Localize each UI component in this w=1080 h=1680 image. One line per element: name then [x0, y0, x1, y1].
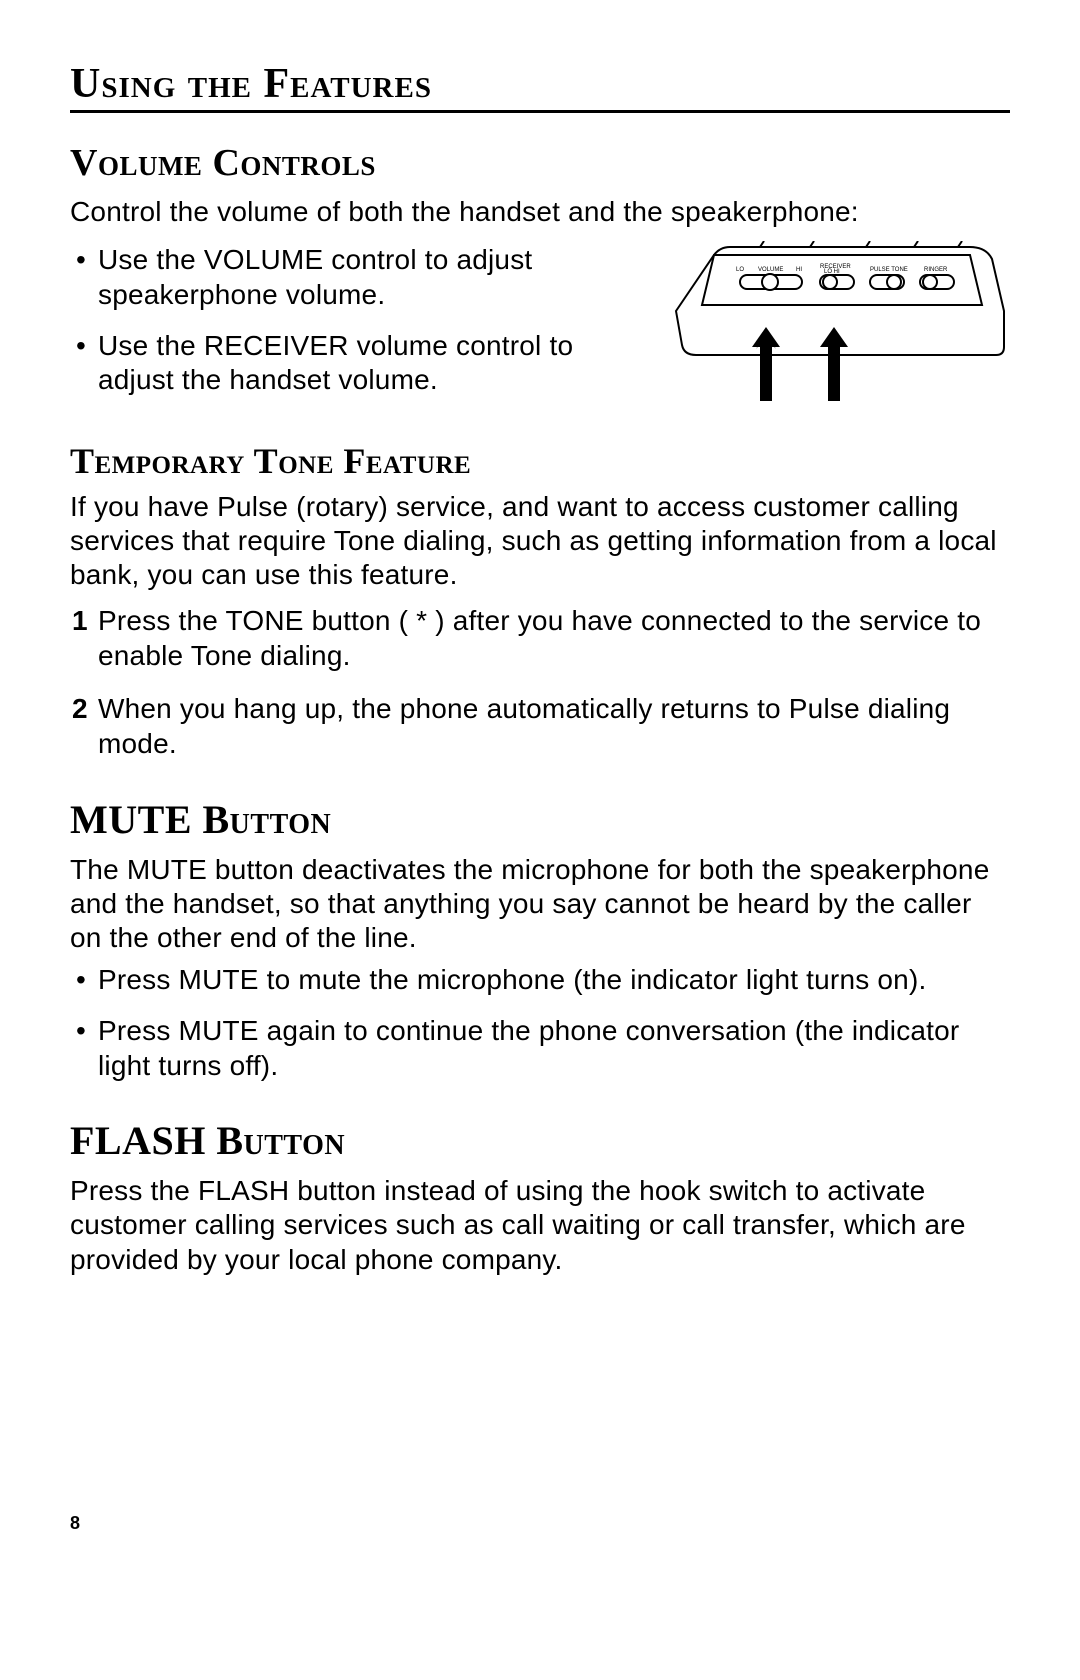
svg-text:LO HI: LO HI [824, 269, 840, 275]
volume-bullet-list: Use the VOLUME control to adjust speaker… [70, 243, 652, 398]
section-heading-volume: Volume Controls [70, 141, 1010, 185]
svg-text:RINGER: RINGER [924, 267, 948, 273]
section-heading-temptone: Temporary Tone Feature [70, 440, 1010, 482]
temptone-step-2: When you hang up, the phone automaticall… [98, 691, 1010, 762]
page-title: Using the Features [70, 60, 1010, 113]
mute-bullet-1: Press MUTE to mute the microphone (the i… [98, 963, 1010, 998]
temptone-step-1: Press the TONE button ( * ) after you ha… [98, 603, 1010, 674]
temptone-steps: Press the TONE button ( * ) after you ha… [70, 603, 1010, 762]
temptone-intro: If you have Pulse (rotary) service, and … [70, 490, 1010, 592]
device-illustration: LO VOLUME HI RECEIVER LO HI PULSE TONE R… [670, 241, 1010, 416]
volume-intro: Control the volume of both the handset a… [70, 195, 1010, 229]
volume-bullet-2: Use the RECEIVER volume control to adjus… [98, 329, 618, 398]
section-heading-flash: FLASH Button [70, 1117, 1010, 1164]
volume-bullets-wrap: Use the VOLUME control to adjust speaker… [70, 237, 652, 414]
manual-page: Using the Features Volume Controls Contr… [0, 0, 1080, 1580]
phone-base-icon: LO VOLUME HI RECEIVER LO HI PULSE TONE R… [670, 241, 1010, 411]
svg-text:VOLUME: VOLUME [758, 267, 783, 273]
svg-text:LO: LO [736, 267, 744, 273]
svg-text:PULSE TONE: PULSE TONE [870, 267, 908, 273]
section-heading-mute: MUTE Button [70, 796, 1010, 843]
volume-bullet-1: Use the VOLUME control to adjust speaker… [98, 243, 618, 312]
mute-bullet-list: Press MUTE to mute the microphone (the i… [70, 963, 1010, 1083]
svg-text:HI: HI [796, 267, 802, 273]
volume-row: Use the VOLUME control to adjust speaker… [70, 237, 1010, 416]
mute-intro: The MUTE button deactivates the micropho… [70, 853, 1010, 955]
mute-bullet-2: Press MUTE again to continue the phone c… [98, 1014, 1010, 1083]
page-number: 8 [70, 1513, 80, 1534]
flash-intro: Press the FLASH button instead of using … [70, 1174, 1010, 1276]
